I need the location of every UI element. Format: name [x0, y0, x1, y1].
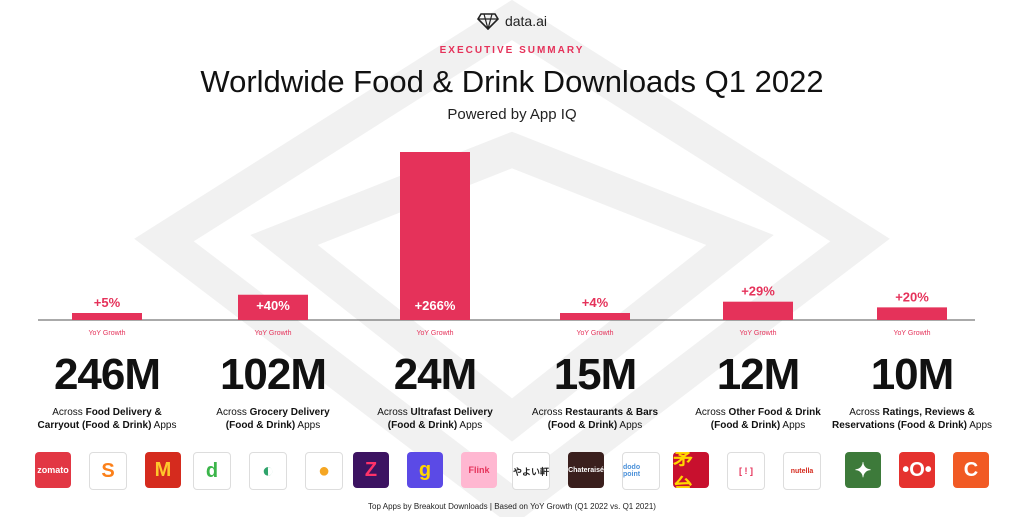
brand-name: data.ai [504, 13, 548, 29]
yoy-growth-label: YoY Growth [88, 330, 126, 337]
category-description: Across Food Delivery & Carryout (Food & D… [37, 407, 177, 431]
category-description: Across Restaurants & Bars (Food & Drink) … [531, 407, 659, 431]
bar-data-label: +4% [582, 295, 609, 310]
gopuff-icon[interactable]: g [407, 452, 443, 488]
bar [877, 307, 947, 320]
downloads-value: 246M [53, 350, 161, 399]
top-apps-row: 茅台 [ ! ] nutella [673, 452, 821, 490]
orange-fruit-icon[interactable]: ● [305, 452, 343, 490]
top-apps-row: zomato S M [35, 452, 181, 490]
yoy-growth-label: YoY Growth [739, 330, 777, 337]
category-description: Across Grocery Delivery (Food & Drink) Ap… [216, 407, 330, 431]
brand-logo: data.ai [0, 12, 1024, 30]
bar-data-label: +5% [94, 295, 121, 310]
bar-data-label: +20% [895, 289, 929, 304]
footer-note: Top Apps by Breakout Downloads | Based o… [368, 502, 656, 511]
page-title: Worldwide Food & Drink Downloads Q1 2022 [200, 64, 824, 99]
yoy-growth-label: YoY Growth [416, 330, 454, 337]
flink-icon[interactable]: Flink [461, 452, 497, 488]
grocery-app-icon[interactable]: d [193, 452, 231, 490]
diamond-logo-icon [476, 13, 499, 30]
page-subtitle: Powered by App IQ [447, 106, 577, 123]
bar-data-label: +29% [741, 284, 775, 299]
downloads-value: 12M [716, 350, 801, 399]
yoy-growth-label: YoY Growth [576, 330, 614, 337]
bar-data-label: +266% [415, 298, 456, 313]
zepto-icon[interactable]: Z [353, 452, 389, 488]
top-apps-row: d ◐ ● [193, 452, 343, 490]
kicker: EXECUTIVE SUMMARY [439, 45, 585, 56]
zomato-icon[interactable]: zomato [35, 452, 71, 488]
downloads-value: 15M [553, 350, 638, 399]
c-app-icon[interactable]: C [953, 452, 989, 488]
yoy-growth-label: YoY Growth [893, 330, 931, 337]
yoy-growth-label: YoY Growth [254, 330, 292, 337]
category-description: Across Other Food & Drink (Food & Drink) … [695, 407, 821, 431]
yayoiken-icon[interactable]: やよい軒 [512, 452, 550, 490]
bar-data-label: +40% [256, 298, 290, 313]
top-apps-row: ✦ •O• C [845, 452, 989, 490]
downloads-value: 24M [393, 350, 478, 399]
chateraise-icon[interactable]: Chateraisé [568, 452, 604, 488]
reservation-app-icon[interactable]: •O• [899, 452, 935, 488]
bar [238, 294, 308, 320]
bar [400, 152, 470, 320]
moutai-icon[interactable]: 茅台 [673, 452, 709, 488]
downloads-value: 10M [870, 350, 955, 399]
nutella-icon[interactable]: nutella [783, 452, 821, 490]
bar [560, 313, 630, 320]
bar [723, 301, 793, 320]
scanner-app-icon[interactable]: [ ! ] [727, 452, 765, 490]
category-description: Across Ultrafast Delivery (Food & Drink) … [377, 407, 493, 431]
dodo-point-icon[interactable]: dodo point [622, 452, 660, 490]
swiggy-icon[interactable]: S [89, 452, 127, 490]
bar [72, 313, 142, 320]
fresh-apple-icon[interactable]: ◐ [249, 452, 287, 490]
category-description: Across Ratings, Reviews & Reservations (F… [831, 407, 993, 431]
mcdonalds-icon[interactable]: M [145, 452, 181, 488]
top-apps-row: やよい軒 Chateraisé dodo point [512, 452, 660, 490]
fork-leaf-icon[interactable]: ✦ [845, 452, 881, 488]
downloads-value: 102M [219, 350, 327, 399]
